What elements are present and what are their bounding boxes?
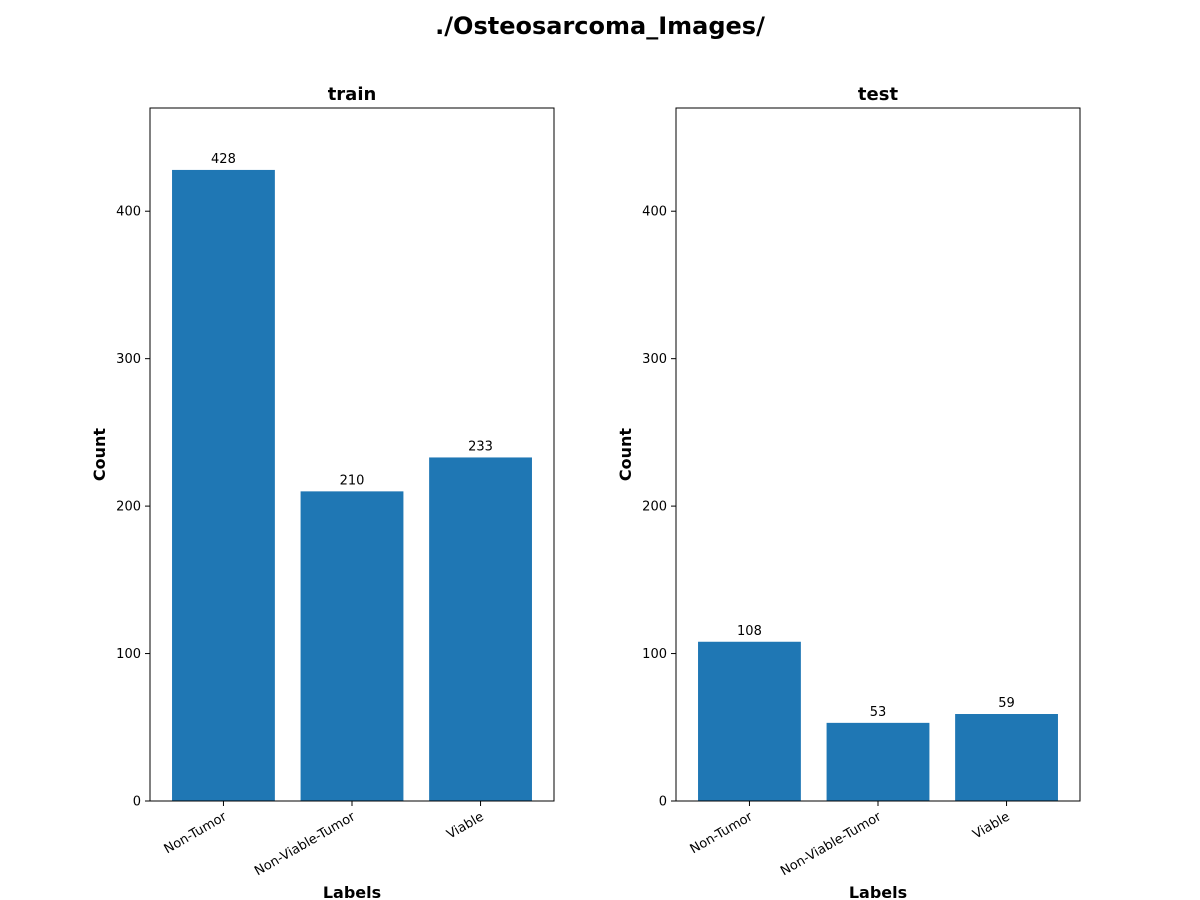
panel-test-title: test [858,84,899,105]
panel-train-xlabel: Labels [323,883,381,900]
panel-test-ytick-label: 400 [642,205,667,220]
panel-test-ytick-label: 300 [642,352,667,367]
panel-test-xtick-label: Non-Viable-Tumor [778,809,884,879]
panel-test-ytick-label: 100 [642,647,667,662]
panel-test-ytick-label: 200 [642,500,667,515]
panel-train-bar-value-label: 428 [211,152,236,167]
panel-test-xtick-label: Non-Tumor [688,809,756,857]
figure-title: ./Osteosarcoma_Images/ [435,12,765,40]
panel-train-ytick-label: 300 [116,352,141,367]
panel-train-ytick-label: 200 [116,500,141,515]
panel-test-ytick-label: 0 [659,795,667,810]
panel-test-xlabel: Labels [849,883,907,900]
panel-train-ytick-label: 100 [116,647,141,662]
panel-train-ytick-label: 0 [133,795,141,810]
panel-train-xtick-label: Non-Viable-Tumor [252,809,358,879]
panel-test-bar-value-label: 108 [737,624,762,639]
panel-test-bar-non-viable-tumor [826,722,930,801]
panel-train-bar-non-viable-tumor [300,491,404,801]
panel-train-xtick-label: Viable [444,809,486,842]
panel-train-bar-non-tumor [172,169,275,801]
panel-test-xtick-label: Viable [970,809,1012,842]
panel-test-bar-value-label: 53 [870,705,887,720]
panel-test-bar-viable [955,714,1058,801]
panel-train-bar-value-label: 210 [340,473,365,488]
panel-train-xtick-label: Non-Tumor [162,809,230,857]
panel-test-bar-non-tumor [698,641,801,801]
panel-train-title: train [328,84,377,105]
panel-train-ylabel: Count [90,428,109,482]
panel-train-bar-value-label: 233 [468,439,493,454]
panel-train-ytick-label: 400 [116,205,141,220]
panel-test-ylabel: Count [616,428,635,482]
panel-train-bar-viable [429,457,532,801]
panel-test-bar-value-label: 59 [998,696,1015,711]
